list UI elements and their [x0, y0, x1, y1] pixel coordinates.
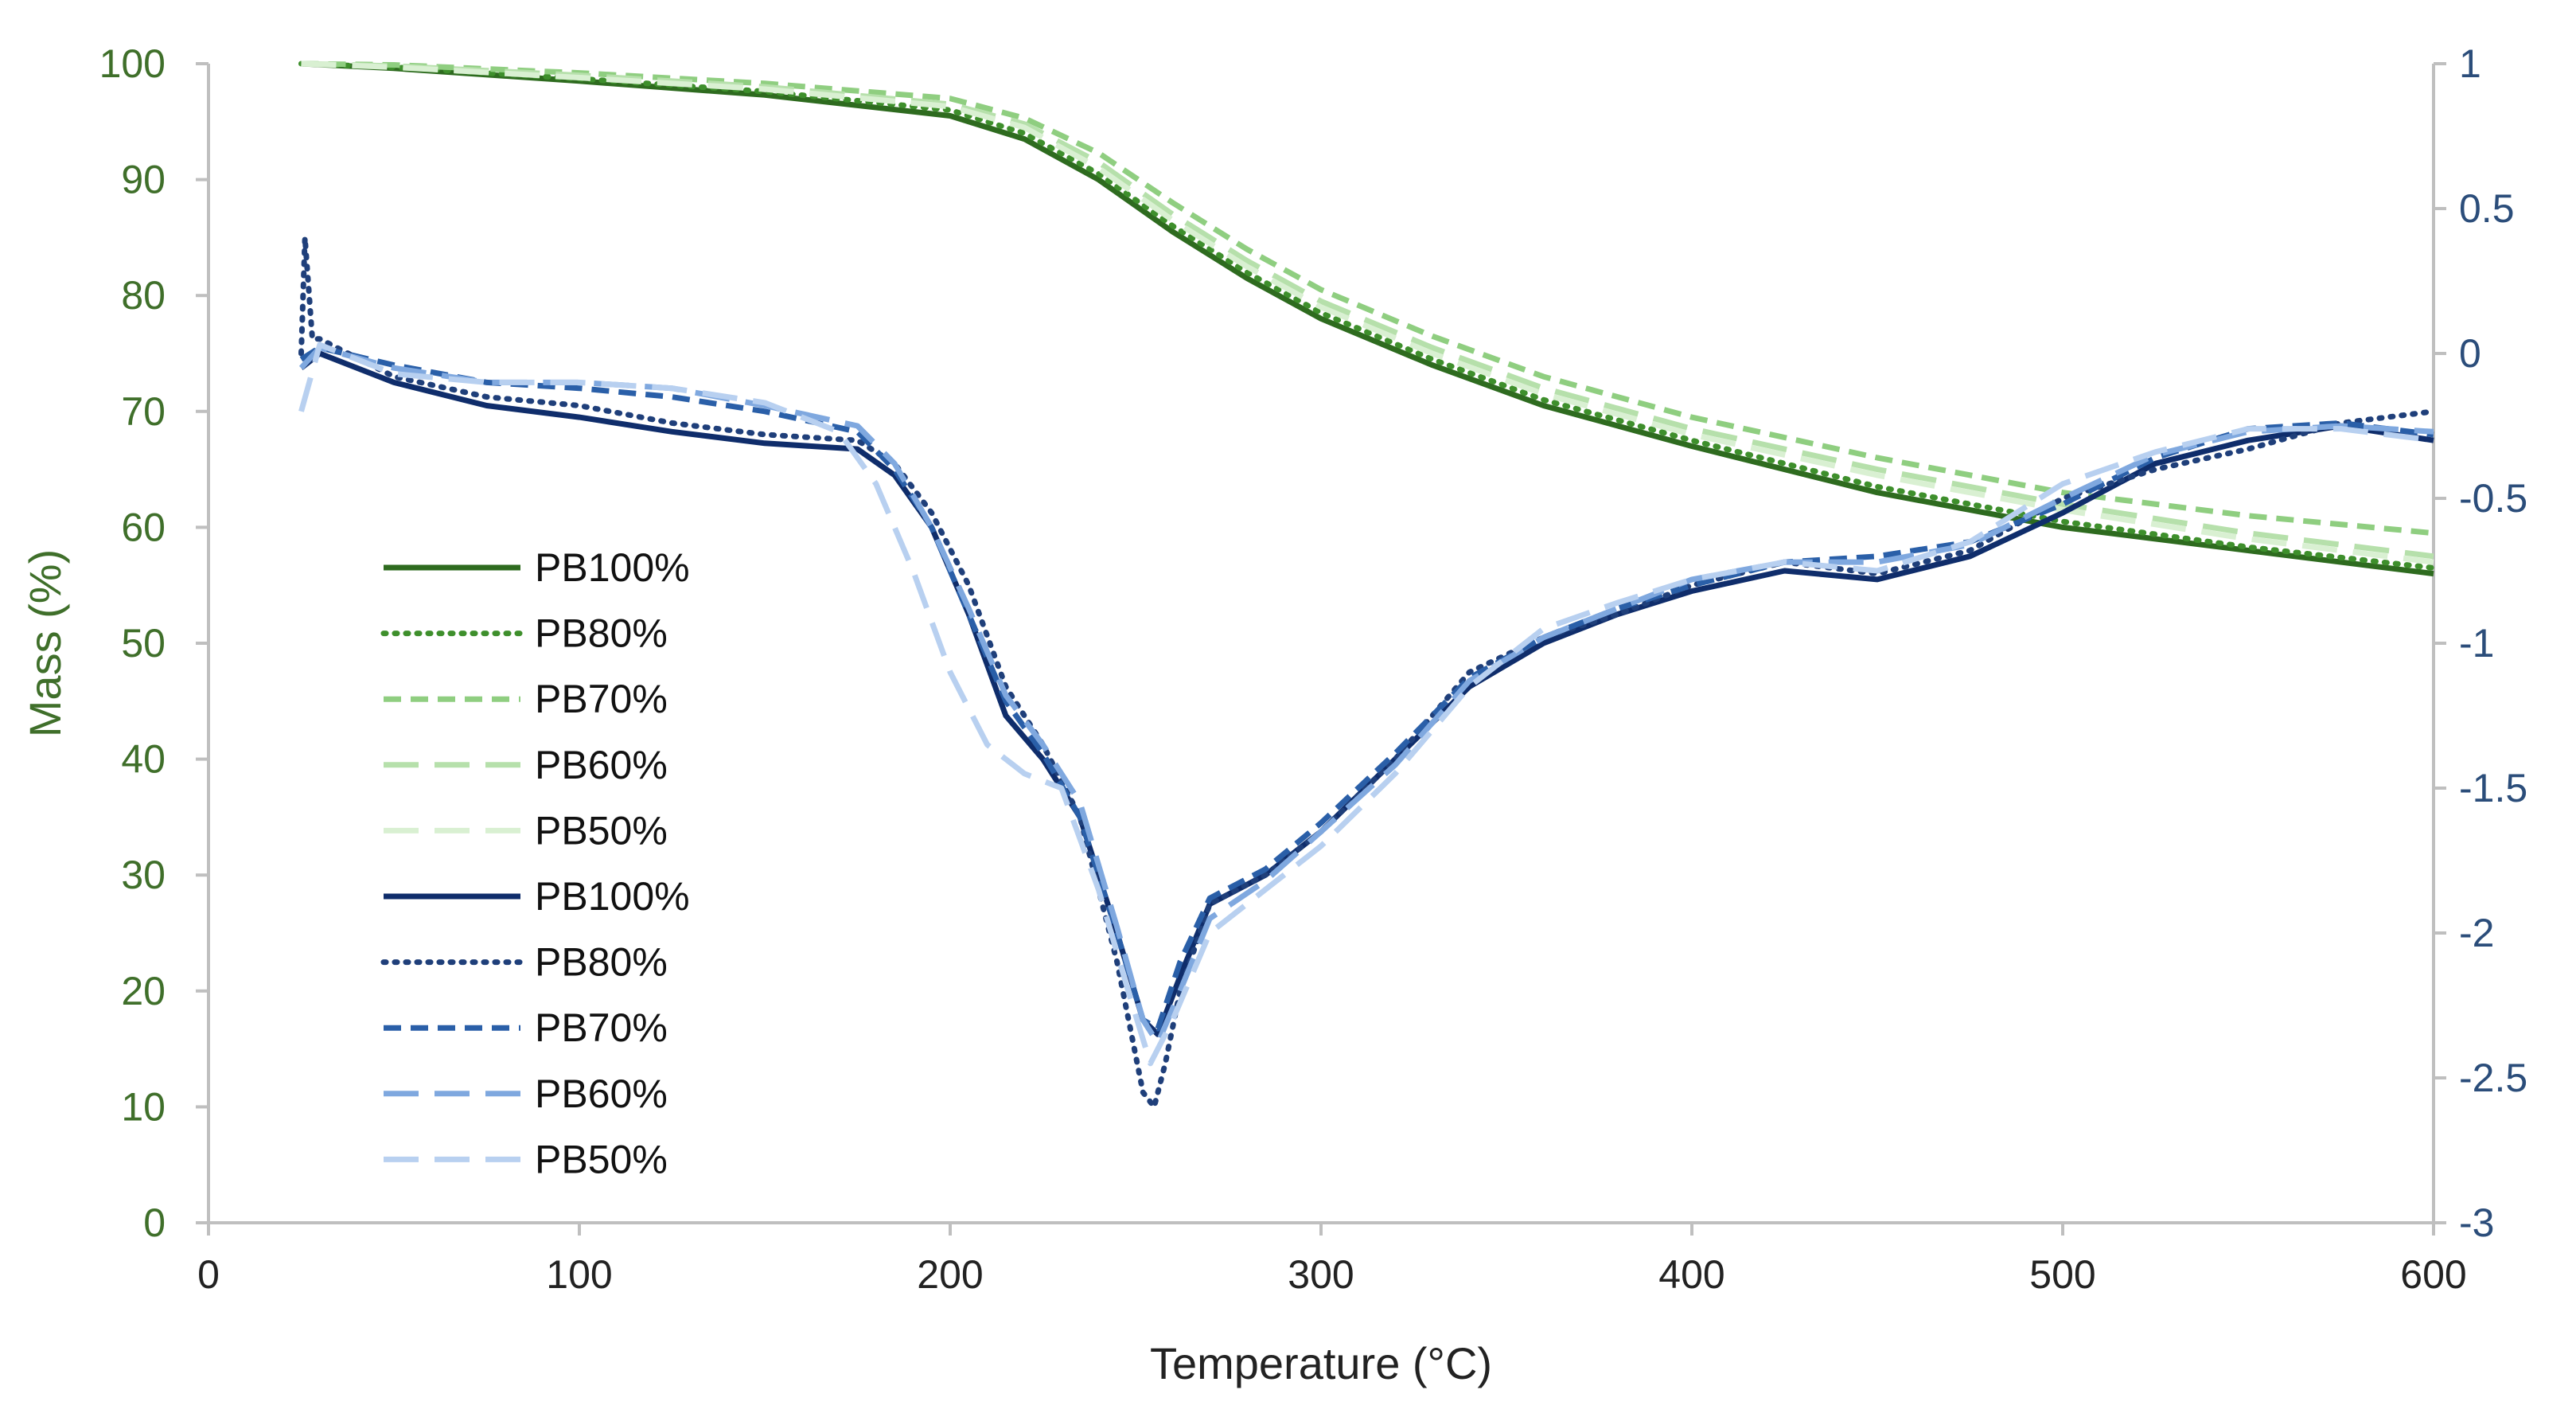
legend-label: PB60% [535, 1072, 668, 1116]
legend-label: PB80% [535, 611, 668, 656]
x-tick-label: 0 [197, 1252, 220, 1297]
y-left-tick-label: 60 [121, 505, 166, 549]
y-right-tick-label: -2.5 [2459, 1056, 2527, 1100]
y-axis-title-left: Mass (%) [20, 549, 70, 737]
y-right-tick-label: 0.5 [2459, 186, 2515, 231]
y-left-tick-label: 70 [121, 389, 166, 434]
series-line-dtg-pb100pct [299, 350, 2434, 1037]
y-right-tick-label: -0.5 [2459, 476, 2527, 521]
legend-label: PB70% [535, 1005, 668, 1050]
series-line-mass-pb50pct [301, 61, 2434, 565]
y-left-tick-label: 0 [143, 1200, 166, 1245]
x-tick-label: 200 [917, 1252, 983, 1297]
legend-label: PB100% [535, 874, 690, 919]
legend-label: PB50% [535, 1137, 668, 1181]
series-line-mass-pb80pct [298, 61, 2437, 571]
y-left-tick-label: 40 [121, 737, 166, 782]
series-line-dtg-pb70pct [299, 345, 2434, 1032]
x-tick-label: 100 [546, 1252, 612, 1297]
x-tick-label: 300 [1288, 1252, 1354, 1297]
y-left-tick-label: 90 [121, 158, 166, 202]
y-right-tick-label: -3 [2459, 1200, 2494, 1245]
series-line-dtg-pb50pct [298, 342, 2434, 1067]
series-layer [298, 61, 2437, 1110]
y-left-tick-label: 100 [99, 41, 166, 86]
x-tick-label: 600 [2400, 1252, 2466, 1297]
axes-group: 0 100 200 300 400 500 600010203040506070809010… [99, 41, 2528, 1297]
y-left-tick-label: 30 [121, 853, 166, 897]
x-tick-label: 400 [1658, 1252, 1724, 1297]
series-line-mass-pb100pct [301, 61, 2434, 577]
x-tick-label: 500 [2029, 1252, 2095, 1297]
y-right-tick-label: 1 [2459, 41, 2481, 86]
y-right-tick-label: 0 [2459, 331, 2481, 376]
series-line-mass-pb70pct [301, 61, 2434, 537]
legend-label: PB60% [535, 743, 668, 787]
legend-label: PB70% [535, 677, 668, 721]
series-line-mass-pb60pct [301, 61, 2434, 560]
x-axis-title: Temperature (°C) [1150, 1338, 1492, 1388]
y-right-tick-label: -1 [2459, 621, 2494, 666]
y-right-tick-label: -2 [2459, 911, 2494, 955]
y-left-tick-label: 20 [121, 969, 166, 1013]
y-left-tick-label: 50 [121, 621, 166, 666]
y-left-tick-label: 10 [121, 1084, 166, 1129]
y-left-tick-label: 80 [121, 273, 166, 318]
legend-label: PB100% [535, 545, 690, 590]
legend-label: PB50% [535, 808, 668, 853]
legend-label: PB80% [535, 940, 668, 985]
y-right-tick-label: -1.5 [2459, 766, 2527, 810]
legend: PB100% PB80% PB70% PB60% PB50% PB100% PB80% PB7… [380, 545, 690, 1181]
